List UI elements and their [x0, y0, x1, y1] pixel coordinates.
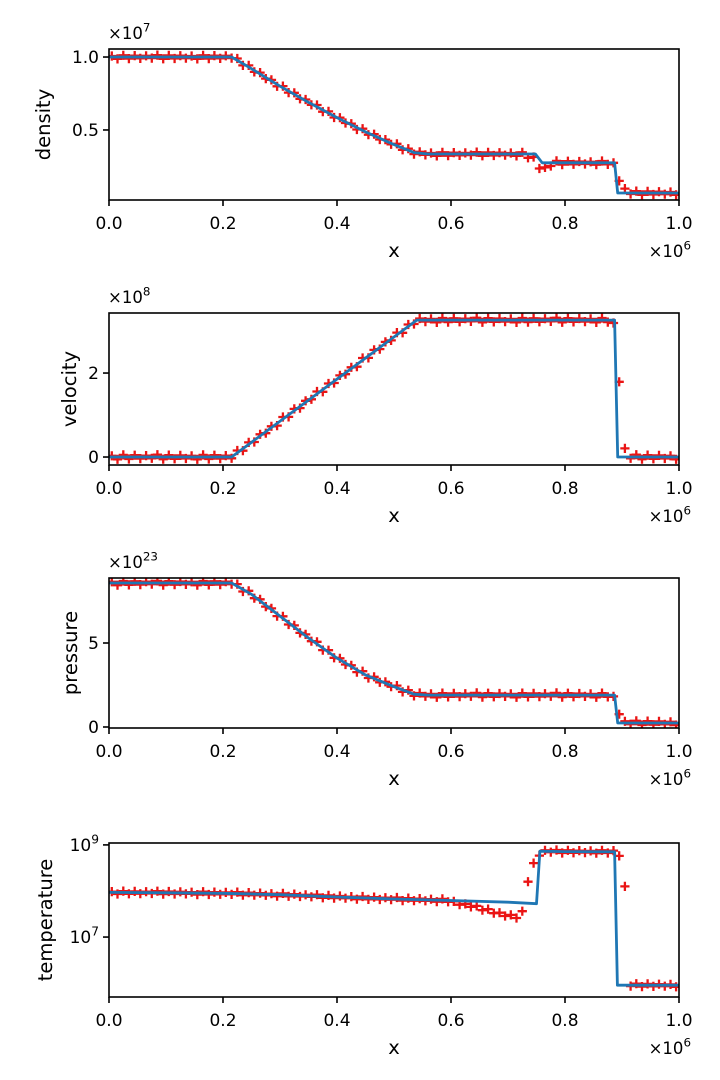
x-tick-label-density: 1.0 — [665, 214, 692, 234]
y-tick-label-temperature: 107 — [70, 924, 99, 948]
x-tick-label-pressure: 0.8 — [551, 742, 578, 762]
y-tick-label-temperature: 109 — [70, 832, 99, 856]
plot-area-pressure — [109, 578, 679, 728]
y-axis-label-temperature: temperature — [34, 859, 57, 982]
y-offset-text-density: ×107 — [108, 21, 150, 43]
x-tick-label-density: 0.8 — [551, 214, 578, 234]
axes-frame-pressure — [108, 577, 680, 729]
axes-frame-density — [108, 48, 680, 201]
panel-temperature: 0.0 0.2 0.4 0.6 0.8 1.0 107 109 ×106 x temperature — [34, 832, 693, 1059]
x-tick-label-temperature: 0.0 — [95, 1011, 122, 1031]
markers-temperature — [109, 845, 679, 992]
x-tick-label-density: 0.4 — [323, 214, 350, 234]
panel-pressure: 0.0 0.2 0.4 0.6 0.8 1.0 0 5 ×1023 ×106 x pressure — [59, 550, 693, 790]
x-tick-label-pressure: 0.4 — [323, 742, 350, 762]
y-tick-label-velocity: 0 — [88, 448, 99, 468]
x-tick-label-velocity: 1.0 — [665, 479, 692, 499]
x-tick-label-velocity: 0.4 — [323, 479, 350, 499]
x-tick-label-pressure: 0.6 — [437, 742, 464, 762]
x-axis-label-temperature: x — [388, 1036, 400, 1059]
y-tick-label-density: 1.0 — [72, 48, 99, 68]
markers-pressure — [109, 578, 679, 728]
axes-frame-velocity — [108, 312, 680, 466]
x-offset-text-temperature: ×106 — [649, 1036, 691, 1058]
axes-frame-temperature — [108, 842, 680, 998]
panel-velocity: 0.0 0.2 0.4 0.6 0.8 1.0 0 2 ×108 ×106 x velocity — [58, 285, 693, 527]
y-tick-label-velocity: 2 — [88, 364, 99, 384]
line-temperature — [109, 849, 679, 987]
y-axis-label-pressure: pressure — [59, 611, 82, 695]
x-axis-label-density: x — [388, 239, 400, 262]
plot-area-density — [109, 50, 679, 200]
x-tick-label-pressure: 1.0 — [665, 742, 692, 762]
x-tick-label-pressure: 0.2 — [209, 742, 236, 762]
y-offset-text-pressure: ×1023 — [108, 550, 158, 572]
x-tick-label-velocity: 0.2 — [209, 479, 236, 499]
markers-density — [109, 50, 679, 200]
line-velocity — [109, 318, 679, 459]
y-tick-label-density: 0.5 — [72, 121, 99, 141]
x-tick-label-pressure: 0.0 — [95, 742, 122, 762]
x-tick-label-velocity: 0.6 — [437, 479, 464, 499]
x-axis-label-pressure: x — [388, 767, 400, 790]
x-tick-label-temperature: 1.0 — [665, 1011, 692, 1031]
plot-area-temperature — [109, 845, 679, 992]
x-tick-label-velocity: 0.8 — [551, 479, 578, 499]
x-axis-label-velocity: x — [388, 504, 400, 527]
y-axis-label-density: density — [32, 89, 55, 161]
y-offset-text-velocity: ×108 — [108, 285, 150, 307]
x-tick-label-density: 0.6 — [437, 214, 464, 234]
x-tick-label-density: 0.0 — [95, 214, 122, 234]
y-tick-label-pressure: 0 — [88, 718, 99, 738]
panel-density: 0.0 0.2 0.4 0.6 0.8 1.0 0.5 1.0 ×107 ×106 x density — [32, 21, 693, 262]
x-tick-label-temperature: 0.6 — [437, 1011, 464, 1031]
x-tick-label-temperature: 0.2 — [209, 1011, 236, 1031]
x-tick-label-temperature: 0.4 — [323, 1011, 350, 1031]
x-tick-label-velocity: 0.0 — [95, 479, 122, 499]
x-tick-label-temperature: 0.8 — [551, 1011, 578, 1031]
x-offset-text-density: ×106 — [649, 239, 691, 261]
plot-area-velocity — [109, 313, 679, 464]
x-offset-text-pressure: ×106 — [649, 767, 691, 789]
x-offset-text-velocity: ×106 — [649, 504, 691, 526]
y-axis-label-velocity: velocity — [58, 351, 81, 427]
y-tick-label-pressure: 5 — [88, 634, 99, 654]
line-pressure — [109, 581, 679, 725]
line-density — [109, 55, 679, 195]
x-tick-label-density: 0.2 — [209, 214, 236, 234]
